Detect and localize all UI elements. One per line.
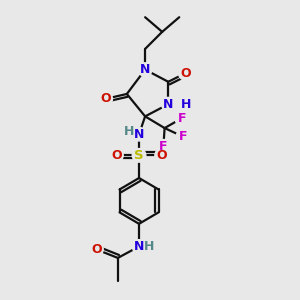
Circle shape [132, 127, 146, 141]
Text: S: S [134, 149, 144, 162]
Circle shape [132, 148, 146, 162]
Circle shape [175, 112, 188, 125]
Circle shape [178, 66, 192, 80]
Text: O: O [111, 149, 122, 162]
Text: F: F [178, 130, 187, 143]
Text: H: H [124, 125, 134, 138]
Circle shape [90, 243, 103, 256]
Text: N: N [140, 63, 150, 76]
Text: H: H [144, 240, 154, 253]
Circle shape [132, 240, 146, 253]
Text: F: F [177, 112, 186, 125]
Text: N: N [134, 240, 144, 253]
Circle shape [157, 140, 170, 153]
Text: N: N [163, 98, 173, 111]
Text: H: H [181, 98, 191, 111]
Text: O: O [156, 149, 167, 162]
Text: N: N [134, 128, 144, 141]
Text: F: F [159, 140, 168, 153]
Circle shape [176, 130, 190, 143]
Text: O: O [91, 243, 102, 256]
Circle shape [155, 148, 169, 162]
Text: O: O [180, 67, 190, 80]
Circle shape [138, 63, 152, 76]
Circle shape [110, 148, 123, 162]
Circle shape [99, 92, 112, 106]
Circle shape [161, 98, 175, 111]
Text: O: O [100, 92, 111, 105]
